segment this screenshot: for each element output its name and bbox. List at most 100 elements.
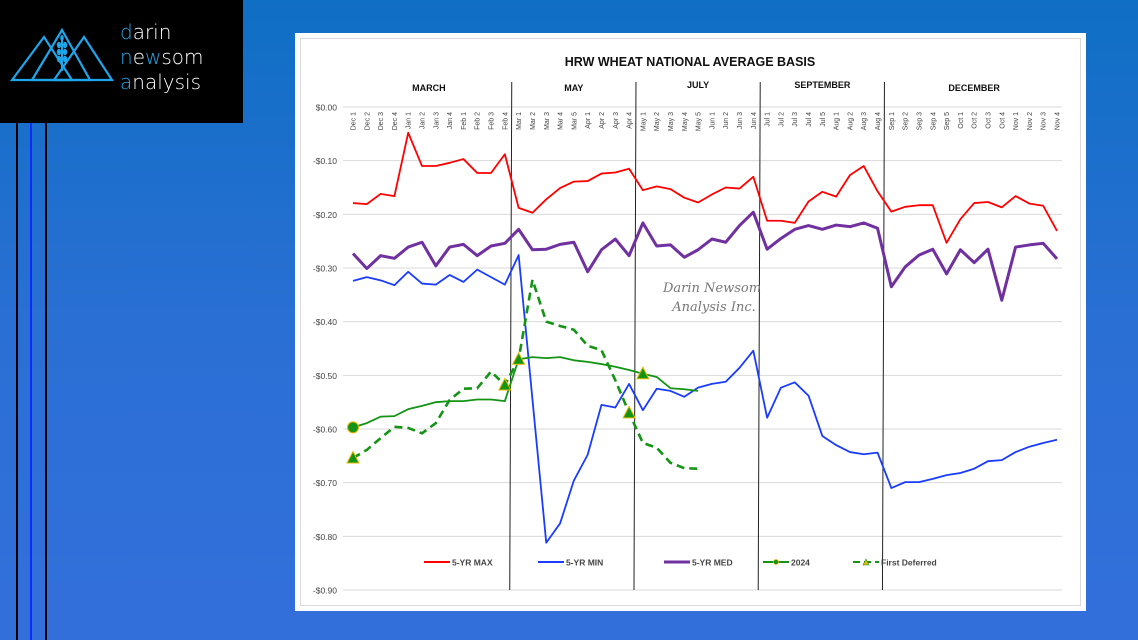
x-tick-label: May 1 xyxy=(640,112,647,131)
x-tick-label: Mar 3 xyxy=(544,112,551,130)
marker-triangle xyxy=(511,351,526,365)
x-tick-label: Dec 3 xyxy=(378,112,385,130)
y-tick-label: -$0.10 xyxy=(313,156,337,166)
x-tick-label: Mar 5 xyxy=(571,112,578,130)
x-tick-label: Dec 2 xyxy=(364,112,371,130)
series-lines xyxy=(351,131,1059,544)
legend-marker-triangle xyxy=(862,558,870,566)
legend-label: 5-YR MIN xyxy=(566,558,603,568)
watermark-line-2: Analysis Inc. xyxy=(671,300,756,315)
chart-title: HRW WHEAT NATIONAL AVERAGE BASIS xyxy=(565,55,815,69)
series-line-max xyxy=(352,131,1058,244)
x-tick-label: Jun 4 xyxy=(751,112,758,129)
x-tick-label: Jan 4 xyxy=(447,112,454,129)
x-tick-label: Sep 3 xyxy=(916,112,923,130)
contract-label: JULY xyxy=(687,80,709,90)
contract-groups: MARCH MAY JULY SEPTEMBER DECEMBER xyxy=(412,80,1000,591)
y-tick-label: -$0.60 xyxy=(313,425,337,435)
legend-marker-circle xyxy=(773,559,779,565)
x-tick-label: Jul 4 xyxy=(806,112,813,127)
marker-circle xyxy=(347,421,359,434)
logo-line-darin: darin xyxy=(120,20,172,44)
series-line-med xyxy=(351,210,1059,302)
x-tick-label: Jun 1 xyxy=(709,112,716,129)
x-tick-label: Mar 4 xyxy=(558,112,565,130)
x-tick-label: Mar 1 xyxy=(516,112,523,130)
x-tick-label: Sep 5 xyxy=(944,112,951,130)
x-tick-label: Aug 4 xyxy=(875,112,882,130)
contract-label: MARCH xyxy=(412,83,446,93)
x-tick-label: Jul 3 xyxy=(792,112,799,127)
x-tick-label: May 2 xyxy=(654,112,661,131)
x-tick-label: Jan 3 xyxy=(433,112,440,129)
company-logo: darin newsom analysis xyxy=(0,0,243,123)
x-tick-label: Aug 1 xyxy=(834,112,841,130)
x-tick-label: Sep 4 xyxy=(930,112,937,130)
contract-label: SEPTEMBER xyxy=(794,80,851,90)
logo-line-newsom: newsom xyxy=(120,45,204,69)
legend: 5-YR MAX 5-YR MIN 5-YR MED 2024 First Deferr… xyxy=(424,558,937,568)
watermark: Darin Newsom Analysis Inc. xyxy=(662,281,761,315)
x-tick-label: Mar 2 xyxy=(530,112,537,130)
y-tick-label: -$0.30 xyxy=(313,264,337,274)
gridlines xyxy=(343,106,1062,591)
x-tick-label: Nov 4 xyxy=(1055,112,1062,130)
mountain-wheat-icon xyxy=(10,27,115,82)
x-tick-label: Feb 2 xyxy=(475,112,482,130)
contract-label: MAY xyxy=(564,83,583,93)
legend-label: 5-YR MAX xyxy=(452,558,493,568)
x-tick-label: Jul 5 xyxy=(820,112,827,127)
x-tick-label: Jul 1 xyxy=(765,112,772,127)
x-tick-label: Jul 2 xyxy=(778,112,785,127)
x-tick-label: Jun 2 xyxy=(723,112,730,129)
x-tick-label: Feb 3 xyxy=(489,112,496,130)
x-tick-label: Jan 1 xyxy=(406,112,413,129)
y-tick-label: $0.00 xyxy=(316,103,338,113)
x-tick-label: Apr 4 xyxy=(627,112,634,129)
contract-divider xyxy=(633,81,637,591)
x-tick-label: Oct 3 xyxy=(985,112,992,129)
watermark-line-1: Darin Newsom xyxy=(662,281,761,296)
x-tick-label: May 3 xyxy=(668,112,675,131)
contract-label: DECEMBER xyxy=(948,83,1000,93)
x-tick-label: Apr 1 xyxy=(585,112,592,129)
y-axis: $0.00 -$0.10 -$0.20 -$0.30 -$0.40 -$0.50 -$0.6… xyxy=(313,103,337,596)
decorative-line xyxy=(45,123,47,640)
y-tick-label: -$0.80 xyxy=(313,532,337,542)
y-tick-label: -$0.70 xyxy=(313,478,337,488)
x-tick-label: Nov 2 xyxy=(1027,112,1034,130)
chart-frame xyxy=(300,38,1081,606)
x-tick-label: Sep 2 xyxy=(903,112,910,130)
x-tick-label: Apr 3 xyxy=(613,112,620,129)
x-tick-label: May 5 xyxy=(696,112,703,131)
y-tick-label: -$0.90 xyxy=(313,586,337,596)
legend-label: First Deferred xyxy=(881,558,937,568)
x-axis: Dec 1 Dec 2 Dec 3 Dec 4 Jan 1 Jan 2 Jan 3 Jan 4… xyxy=(351,112,1062,131)
x-tick-label: May 4 xyxy=(682,112,689,131)
decorative-line xyxy=(30,123,32,640)
marker-triangle xyxy=(636,366,650,380)
x-tick-label: Aug 2 xyxy=(847,112,854,130)
x-tick-label: Apr 2 xyxy=(599,112,606,129)
series-line-first_deferred xyxy=(352,278,699,471)
contract-divider xyxy=(757,81,761,591)
x-tick-label: Dec 4 xyxy=(392,112,399,130)
x-tick-label: Oct 2 xyxy=(972,112,979,129)
contract-divider xyxy=(509,81,513,591)
logo-line-analysis: analysis xyxy=(120,70,201,94)
x-tick-label: Jun 3 xyxy=(737,112,744,129)
x-tick-label: Sep 1 xyxy=(889,112,896,130)
x-tick-label: Nov 3 xyxy=(1041,112,1048,130)
decorative-line xyxy=(16,123,18,640)
y-tick-label: -$0.50 xyxy=(313,371,337,381)
y-tick-label: -$0.20 xyxy=(313,210,337,220)
contract-divider xyxy=(881,81,885,591)
y-tick-label: -$0.40 xyxy=(313,317,337,327)
x-tick-label: Oct 4 xyxy=(999,112,1006,129)
series-markers xyxy=(346,351,650,464)
legend-label: 5-YR MED xyxy=(692,558,733,568)
series-line-y2024 xyxy=(352,356,699,429)
logo-wordmark: darin newsom analysis xyxy=(120,20,204,95)
x-tick-label: Aug 3 xyxy=(861,112,868,130)
